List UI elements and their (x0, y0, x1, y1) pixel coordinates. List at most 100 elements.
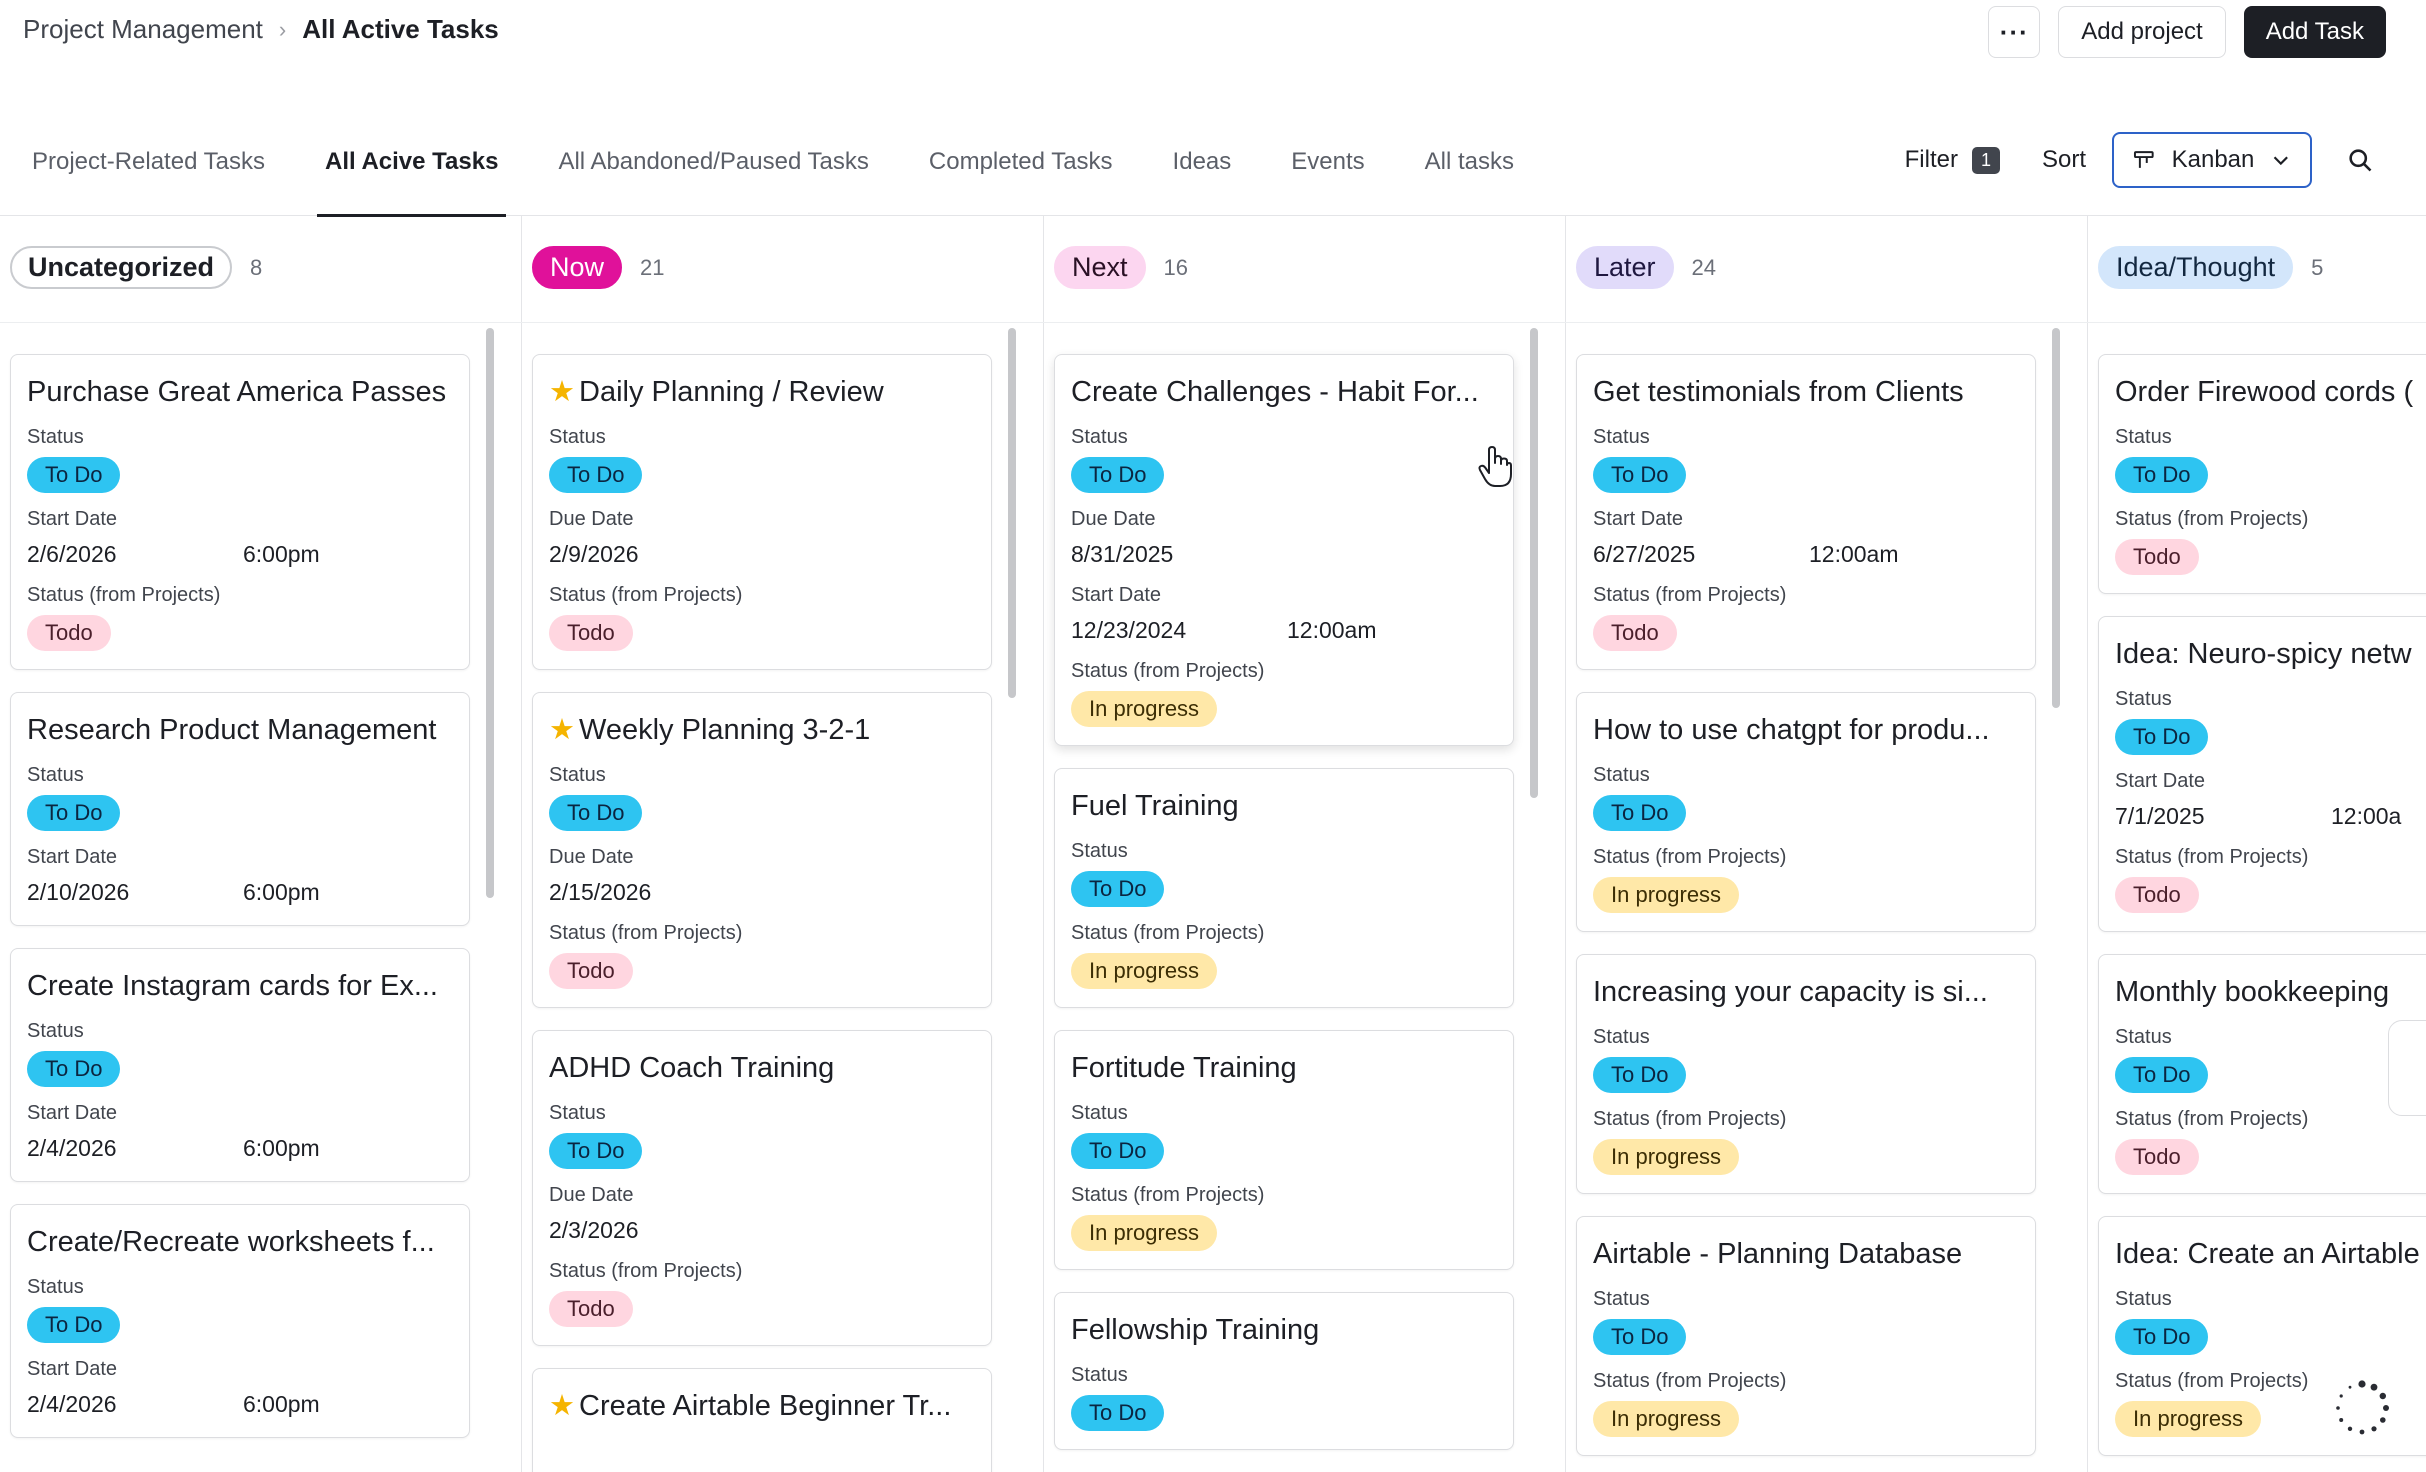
star-icon: ★ (549, 1390, 575, 1422)
tabs-bar: Project-Related Tasks All Acive Tasks All … (0, 132, 2426, 217)
field-label: Status (549, 426, 606, 448)
field-label: Status (from Projects) (27, 584, 221, 606)
status-badge: To Do (27, 1051, 121, 1087)
field-label: Status (27, 1276, 84, 1298)
date-value: 2/6/2026 (27, 541, 117, 567)
search-button[interactable] (2342, 142, 2378, 178)
column-header: Next 16 (1054, 246, 1188, 289)
column-count: 8 (250, 254, 263, 280)
field-label: Status (from Projects) (549, 584, 743, 606)
date-value-row: 2/10/2026 6:00pm (27, 877, 453, 907)
task-card[interactable]: Get testimonials from Clients Status To Do… (1576, 354, 2036, 670)
side-panel-toggle-button[interactable] (2388, 1020, 2426, 1116)
column-scrollbar[interactable] (1530, 328, 1538, 798)
view-type-select[interactable]: Kanban (2112, 132, 2312, 188)
filter-button[interactable]: Filter (1904, 146, 1958, 173)
column-header: Idea/Thought 5 (2098, 246, 2323, 289)
kanban-board: Uncategorized 8 Purchase Great America Pas… (0, 216, 2426, 1472)
task-card[interactable]: Purchase Great America Passes Status To Do… (10, 354, 470, 670)
task-title-text: Create Instagram cards for Ex... (27, 970, 438, 1002)
date-value: 7/1/2025 (2115, 803, 2205, 829)
status-badge: To Do (549, 457, 643, 493)
column-scrollbar[interactable] (1008, 328, 1016, 698)
tab-all-tasks[interactable]: All tasks (1424, 148, 1514, 175)
status-badge: To Do (1071, 1133, 1165, 1169)
date-value-row: 12/23/2024 12:00am (1071, 615, 1497, 645)
column-scrollbar[interactable] (2052, 328, 2060, 708)
breadcrumb-root[interactable]: Project Management (23, 14, 263, 44)
task-card[interactable]: Research Product Management Status To Do St… (10, 692, 470, 926)
task-card[interactable]: Idea: Create an Airtable Status To Do Statu… (2098, 1216, 2426, 1456)
add-project-button[interactable]: Add project (2058, 6, 2226, 58)
tab-all-abandoned-paused-tasks[interactable]: All Abandoned/Paused Tasks (558, 148, 869, 175)
task-title-text: Create Airtable Beginner Tr... (579, 1390, 952, 1422)
breadcrumb-separator-icon: › (278, 16, 287, 42)
add-task-button[interactable]: Add Task (2243, 6, 2386, 58)
task-card[interactable]: Monthly bookkeeping Status To Do Status (fr… (2098, 954, 2426, 1194)
column-count: 16 (1163, 254, 1189, 280)
status-badge: To Do (549, 1133, 643, 1169)
field-label: Start Date (2115, 770, 2206, 792)
task-card[interactable]: ADHD Coach Training Status To Do Due Date 2/… (532, 1030, 992, 1346)
task-card[interactable]: ★ Daily Planning / Review Status To Do Due D… (532, 354, 992, 670)
field-label: Start Date (27, 1102, 118, 1124)
date-value-row: 2/4/2026 6:00pm (27, 1389, 453, 1419)
column-stage-badge: Later (1576, 246, 1674, 289)
task-card[interactable]: Create Instagram cards for Ex... Status To… (10, 948, 470, 1182)
column-header: Now 21 (532, 246, 665, 289)
task-card[interactable]: Create Challenges - Habit For... Status To… (1054, 354, 1514, 746)
task-card[interactable]: ★ Create Airtable Beginner Tr... (532, 1368, 992, 1472)
task-card[interactable]: How to use chatgpt for produ... Status To … (1576, 692, 2036, 932)
task-card[interactable]: Idea: Neuro-spicy netw Status To Do Start D… (2098, 616, 2426, 932)
kanban-column: Uncategorized 8 Purchase Great America Pas… (0, 216, 522, 1472)
tab-all-acive-tasks[interactable]: All Acive Tasks (316, 132, 507, 217)
tab-project-related-tasks[interactable]: Project-Related Tasks (32, 148, 265, 175)
hand-cursor-icon (1478, 446, 1512, 487)
field-label: Status (27, 426, 84, 448)
task-card[interactable]: Fellowship Training Status To Do (1054, 1292, 1514, 1450)
task-title-text: Order Firewood cords ( (2115, 376, 2414, 408)
field-label: Start Date (1071, 584, 1162, 606)
task-title: Order Firewood cords ( (2115, 373, 2426, 411)
task-card[interactable]: Fortitude Training Status To Do Status (fro… (1054, 1030, 1514, 1270)
column-scrollbar[interactable] (486, 328, 494, 898)
field-label: Due Date (1071, 508, 1156, 530)
filter-count-badge: 1 (1971, 146, 2000, 174)
field-label: Status (1593, 1288, 1650, 1310)
field-label: Status (2115, 1288, 2172, 1310)
field-label: Status (1071, 1102, 1128, 1124)
view-controls: Filter 1 Sort Kanban (1905, 132, 2378, 188)
task-card[interactable]: Order Firewood cords (Status To Do Status … (2098, 354, 2426, 594)
date-value: 2/4/2026 (27, 1135, 117, 1161)
kanban-column: Next 16 Create Challenges - Habit For... St… (1044, 216, 1566, 1472)
more-options-button[interactable]: ··· (1988, 6, 2041, 58)
date-value-row: 2/6/2026 6:00pm (27, 539, 453, 569)
task-title-text: Daily Planning / Review (579, 376, 884, 408)
tab-events[interactable]: Events (1291, 148, 1365, 175)
task-card[interactable]: Increasing your capacity is si... Status T… (1576, 954, 2036, 1194)
task-title-text: Get testimonials from Clients (1593, 376, 1964, 408)
date-value: 2/4/2026 (27, 1391, 117, 1417)
task-title: Create/Recreate worksheets f... (27, 1223, 453, 1261)
sort-button[interactable]: Sort (2041, 146, 2086, 173)
task-card[interactable]: Fuel Training Status To Do Status (from Pro… (1054, 768, 1514, 1008)
field-label: Status (2115, 1026, 2172, 1048)
task-title: Get testimonials from Clients (1593, 373, 2019, 411)
kanban-column: Later 24 Get testimonials from Clients Stat… (1566, 216, 2088, 1472)
time-value: 12:00am (1809, 541, 1899, 567)
tab-completed-tasks[interactable]: Completed Tasks (928, 148, 1113, 175)
task-card[interactable]: Airtable - Planning Database Status To Do S… (1576, 1216, 2036, 1456)
status-badge: To Do (2115, 457, 2209, 493)
task-title: Purchase Great America Passes (27, 373, 453, 411)
column-stage-badge: Now (532, 246, 623, 289)
status-badge: To Do (1071, 871, 1165, 907)
field-label: Status (2115, 426, 2172, 448)
task-card[interactable]: Create/Recreate worksheets f... Status To … (10, 1204, 470, 1438)
tab-ideas[interactable]: Ideas (1172, 148, 1232, 175)
date-value: 6/27/2025 (1593, 541, 1696, 567)
loading-spinner-icon (2336, 1380, 2389, 1435)
task-card[interactable]: ★ Weekly Planning 3-2-1 Status To Do Due Dat… (532, 692, 992, 1008)
field-label: Status (1071, 840, 1128, 862)
task-title-text: Fuel Training (1071, 790, 1239, 822)
kanban-icon (2133, 151, 2154, 168)
